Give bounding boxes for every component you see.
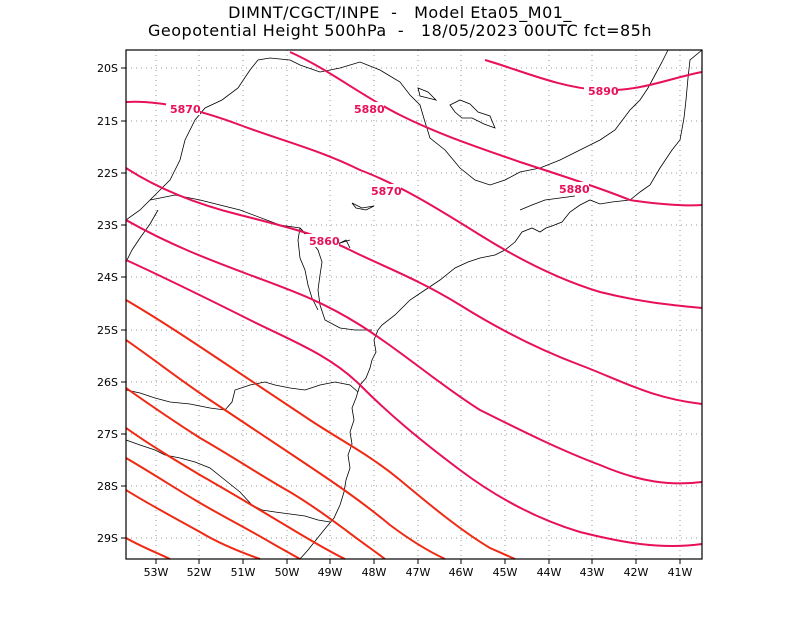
lat-label-28s: 28S [97, 480, 118, 493]
contour-5800 [125, 427, 346, 560]
contour-5880-north [289, 51, 703, 207]
lon-label-50w: 50W [275, 566, 300, 579]
lon-label-53w: 53W [144, 566, 169, 579]
contour-labels: 5870 5880 5870 5860 5880 5890 [166, 84, 619, 248]
contour-5840 [125, 259, 703, 548]
contour-label-5870-b: 5870 [371, 185, 402, 198]
contour-label-5880-a: 5880 [354, 103, 385, 116]
lat-label-26s: 26S [97, 376, 118, 389]
lon-label-41w: 41W [668, 566, 693, 579]
lon-label-45w: 45W [493, 566, 518, 579]
lat-label-20s: 20S [97, 62, 118, 75]
lon-label-47w: 47W [406, 566, 431, 579]
border-ms-pr [297, 227, 319, 311]
height-contours [125, 51, 703, 560]
lat-label-23s: 23S [97, 219, 118, 232]
border-west [125, 209, 159, 263]
lat-label-24s: 24S [97, 271, 118, 284]
map-frame [125, 49, 703, 560]
border-sc-rs [125, 439, 331, 523]
lon-label-49w: 49W [318, 566, 343, 579]
lon-label-44w: 44W [537, 566, 562, 579]
contour-label-5880-b: 5880 [559, 183, 590, 196]
latitude-labels: 20S 21S 22S 23S 24S 25S 26S 27S 28S 29S [97, 62, 118, 545]
contour-label-5860: 5860 [309, 235, 340, 248]
lon-label-43w: 43W [580, 566, 605, 579]
longitude-labels: 53W 52W 51W 50W 49W 48W 47W 46W 45W 44W … [144, 566, 693, 579]
contour-5870-north [125, 100, 703, 309]
border-ms-sp [125, 49, 669, 221]
lake-feature-1 [351, 202, 375, 211]
lake-feature-2 [449, 99, 496, 129]
contour-5860 [125, 167, 703, 405]
contour-5780 [125, 489, 261, 560]
lon-label-48w: 48W [362, 566, 387, 579]
lat-label-21s: 21S [97, 115, 118, 128]
axis-ticks [121, 67, 681, 564]
lat-label-29s: 29S [97, 532, 118, 545]
lat-label-27s: 27S [97, 428, 118, 441]
lon-label-52w: 52W [187, 566, 212, 579]
lat-label-22s: 22S [97, 167, 118, 180]
contour-5790 [125, 457, 301, 560]
map-title-line-1: DIMNT/CGCT/INPE - Model Eta05_M01_ [228, 3, 572, 22]
graticule [126, 50, 702, 559]
lon-label-46w: 46W [449, 566, 474, 579]
contour-label-5870-a: 5870 [170, 103, 201, 116]
contour-5820 [125, 339, 446, 560]
border-mg-rj [519, 195, 576, 211]
contour-label-5890: 5890 [588, 85, 619, 98]
contour-5830 [125, 299, 516, 560]
contour-5850 [125, 219, 703, 485]
coastline-and-borders [125, 49, 703, 560]
border-pr-sc [125, 381, 359, 411]
lon-label-42w: 42W [624, 566, 649, 579]
lat-label-25s: 25S [97, 324, 118, 337]
lake-feature-3 [417, 87, 438, 101]
coastline [299, 49, 703, 560]
map-title-line-2: Geopotential Height 500hPa - 18/05/2023 … [148, 21, 652, 40]
contour-5770 [125, 537, 171, 560]
lon-label-51w: 51W [231, 566, 256, 579]
contour-5810 [125, 387, 386, 560]
